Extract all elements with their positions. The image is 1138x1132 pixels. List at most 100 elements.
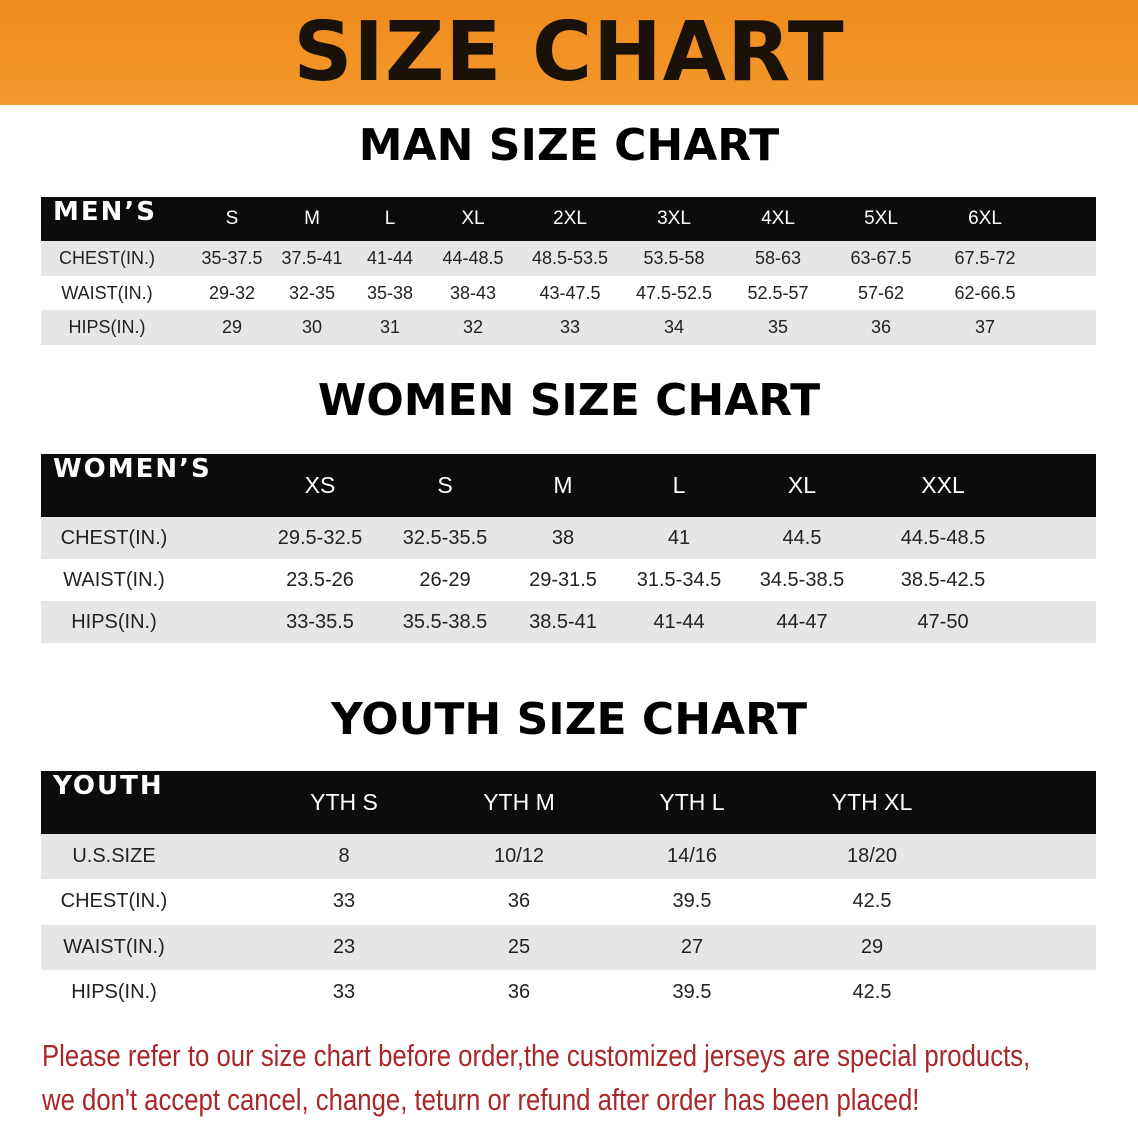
table-row: CHEST(IN.) 33 36 39.5 42.5 [41,879,1096,924]
size-header: 4XL [761,208,795,229]
size-header: M [553,472,573,498]
row-label: WAIST(IN.) [63,935,165,958]
size-value: 39.5 [672,890,712,913]
header-row: MEN’S S M L XL 2XL 3XL 4XL 5XL 6XL [41,197,1096,241]
size-value: 33 [559,317,581,338]
row-label: CHEST(IN.) [59,248,155,268]
size-value: 26-29 [419,569,471,591]
table-row: U.S.SIZE 8 10/12 14/16 18/20 [41,834,1096,880]
section-title: WOMEN SIZE CHART [317,375,821,426]
size-value: 25 [507,935,531,958]
size-header: 5XL [864,208,898,229]
size-value: 35-37.5 [201,248,263,268]
size-value: 27 [680,935,704,958]
size-value: 29 [860,935,884,958]
size-value: 33 [332,890,356,913]
size-header: XL [461,208,485,229]
size-value: 32-35 [288,282,336,303]
table-corner: WOMEN’S [53,454,212,484]
table-row: CHEST(IN.) 35-37.5 37.5-41 41-44 44-48.5 48.5… [41,241,1096,276]
size-value: 29 [221,317,243,338]
size-value: 29-31.5 [529,569,597,591]
size-header: S [437,472,453,498]
note-line: we don't accept cancel, change, teturn o… [42,1082,920,1117]
row-label: U.S.SIZE [72,845,156,867]
size-value: 38.5-42.5 [900,569,986,591]
table-corner: MEN’S [53,197,157,227]
size-header: XS [304,472,336,498]
size-value: 42.5 [852,890,892,913]
size-value: 48.5-53.5 [531,248,609,268]
size-value: 33-35.5 [286,611,354,633]
size-value: 35 [767,317,789,338]
size-header: YTH S [310,789,378,815]
table-row: HIPS(IN.) 33 36 39.5 42.5 [41,970,1096,1015]
table-row: WAIST(IN.) 23.5-26 26-29 29-31.5 31.5-34.5 34… [41,559,1096,601]
size-value: 52.5-57 [747,282,809,303]
size-header: L [384,208,396,229]
size-value: 41-44 [653,611,705,633]
size-header: YTH L [659,789,725,815]
size-value: 62-66.5 [954,282,1016,303]
size-value: 14/16 [666,845,718,867]
size-header: 6XL [968,208,1002,229]
size-value: 47-50 [917,611,969,633]
size-value: 35-38 [366,282,414,303]
size-value: 23 [332,935,356,958]
row-label: CHEST(IN.) [60,527,168,549]
table-row: HIPS(IN.) 33-35.5 35.5-38.5 38.5-41 41-44 44-… [41,601,1096,643]
banner: SIZE CHART [0,0,1138,105]
size-value: 37 [974,317,996,338]
size-value: 32.5-35.5 [402,527,488,549]
size-value: 39.5 [672,980,712,1003]
size-value: 42.5 [852,980,892,1003]
size-value: 31.5-34.5 [636,569,722,591]
section-title: MAN SIZE CHART [358,120,780,171]
size-value: 38-43 [449,282,497,303]
section-title: YOUTH SIZE CHART [330,694,807,745]
table-row: HIPS(IN.) 29 30 31 32 33 34 35 36 37 [41,310,1096,346]
size-value: 23.5-26 [286,569,354,591]
note-line: Please refer to our size chart before or… [42,1038,1031,1073]
size-value: 32 [462,317,484,338]
table-row: WAIST(IN.) 23 25 27 29 [41,924,1096,970]
header-row: WOMEN’S XS S M L XL XXL [41,454,1096,517]
row-label: WAIST(IN.) [61,282,153,303]
size-value: 30 [301,317,323,338]
size-header: 2XL [553,208,587,229]
row-label: WAIST(IN.) [63,569,165,591]
size-header: XL [787,472,817,498]
size-header: XXL [921,472,965,498]
size-value: 10/12 [493,845,545,867]
size-header: S [225,208,239,229]
size-value: 63-67.5 [850,248,912,268]
size-value: 41-44 [366,248,414,268]
size-value: 43-47.5 [539,282,601,303]
row-label: HIPS(IN.) [71,980,157,1003]
size-value: 34 [663,317,685,338]
table-row: CHEST(IN.) 29.5-32.5 32.5-35.5 38 41 44.5 44.5… [41,517,1096,559]
header-row: YOUTH YTH S YTH M YTH L YTH XL [41,771,1096,834]
page-title: SIZE CHART [293,5,845,100]
row-label: CHEST(IN.) [60,890,168,913]
row-label: HIPS(IN.) [68,317,146,338]
size-value: 44.5 [782,527,822,549]
size-value: 44-47 [776,611,828,633]
size-value: 33 [332,980,356,1003]
size-value: 38.5-41 [529,611,597,633]
size-value: 37.5-41 [281,248,343,268]
size-value: 29-32 [208,282,256,303]
size-header: L [672,472,686,498]
size-header: M [304,208,320,229]
size-value: 36 [507,890,531,913]
size-header: YTH M [483,789,555,815]
table-corner: YOUTH [53,771,164,801]
size-value: 34.5-38.5 [759,569,845,591]
size-value: 47.5-52.5 [635,282,713,303]
row-label: HIPS(IN.) [71,611,157,633]
size-value: 18/20 [846,845,898,867]
size-header: 3XL [657,208,691,229]
size-value: 44.5-48.5 [900,527,986,549]
size-value: 8 [338,845,350,867]
size-value: 57-62 [857,282,905,303]
